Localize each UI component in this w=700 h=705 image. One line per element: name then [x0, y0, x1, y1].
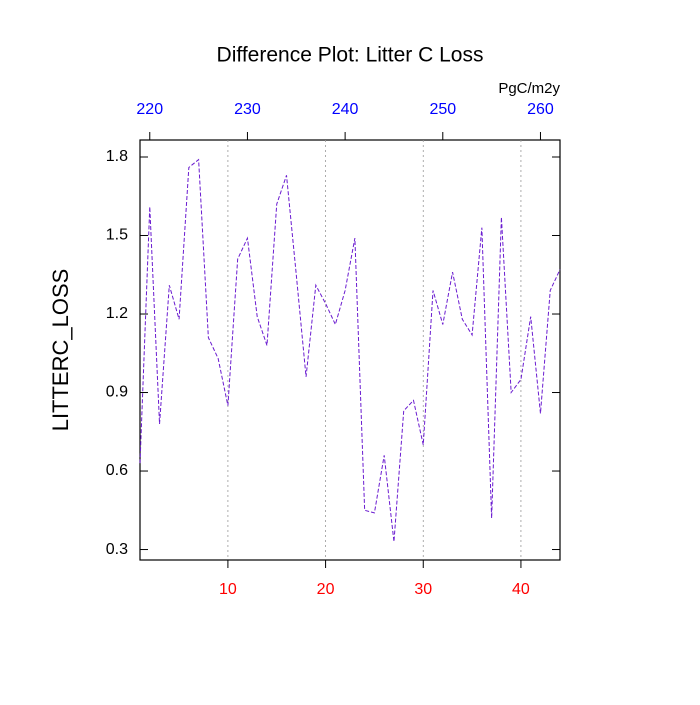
y-axis-label: LITTERC_LOSS [48, 269, 73, 432]
top-x-tick-label: 260 [527, 101, 554, 118]
y-tick-label: 1.8 [106, 148, 128, 165]
top-x-tick-label: 230 [234, 101, 261, 118]
top-axis-label: PgC/m2y [498, 80, 560, 97]
x-tick-label: 40 [512, 581, 530, 598]
top-x-tick-label: 220 [136, 101, 163, 118]
x-tick-label: 30 [414, 581, 432, 598]
x-tick-label: 10 [219, 581, 237, 598]
data-line [139, 158, 561, 542]
top-x-tick-label: 240 [332, 101, 359, 118]
chart-title: Difference Plot: Litter C Loss [217, 44, 484, 67]
x-tick-label: 20 [317, 581, 335, 598]
top-x-tick-label: 250 [429, 101, 456, 118]
y-tick-label: 1.5 [106, 227, 128, 244]
y-tick-label: 0.6 [106, 462, 128, 479]
plot-frame [139, 139, 561, 561]
y-tick-label: 0.9 [106, 384, 128, 401]
y-tick-label: 0.3 [106, 541, 128, 558]
y-tick-label: 1.2 [106, 305, 128, 322]
